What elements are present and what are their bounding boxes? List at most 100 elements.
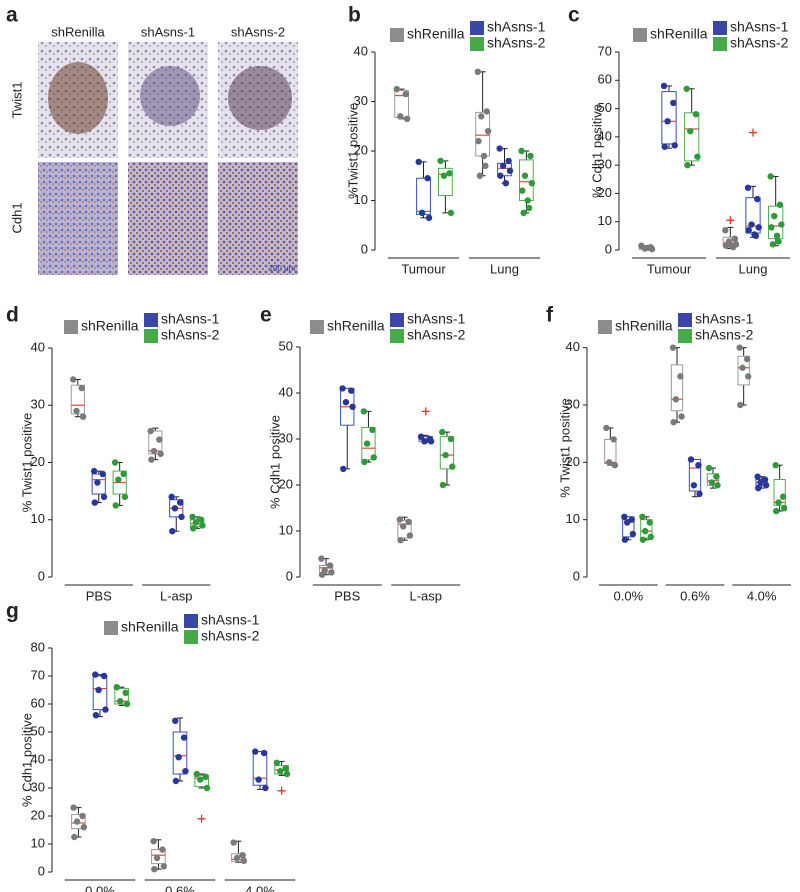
y-axis-title: %Twist1 positive xyxy=(345,103,360,199)
legend-swatch xyxy=(678,313,692,327)
data-point xyxy=(79,812,86,820)
data-point xyxy=(156,436,163,443)
panel-letter: a xyxy=(6,4,18,27)
data-point xyxy=(440,172,448,179)
data-point xyxy=(418,209,426,217)
data-point xyxy=(499,162,507,170)
data-point xyxy=(447,435,455,443)
data-point xyxy=(361,458,368,466)
y-tick-label: 30 xyxy=(31,397,45,412)
data-point xyxy=(482,162,489,170)
data-point xyxy=(99,470,106,478)
data-point xyxy=(524,197,531,204)
y-tick-label: 20 xyxy=(566,454,580,469)
data-point xyxy=(80,824,88,831)
legend-swatch xyxy=(310,320,324,334)
data-point xyxy=(678,413,685,420)
data-point xyxy=(483,108,490,115)
data-point xyxy=(475,137,482,145)
legend-swatch xyxy=(390,313,404,327)
data-point xyxy=(90,467,98,475)
data-point xyxy=(255,776,262,783)
data-point xyxy=(282,765,289,772)
data-point xyxy=(121,493,129,501)
data-point xyxy=(233,854,241,862)
data-point xyxy=(752,232,760,240)
data-point xyxy=(648,245,656,253)
legend-swatch xyxy=(64,320,78,334)
legend-swatch xyxy=(598,320,612,334)
row-label: Cdh1 xyxy=(9,202,24,233)
box xyxy=(252,751,268,786)
data-point xyxy=(520,209,527,217)
data-point xyxy=(478,113,485,120)
data-point xyxy=(775,238,782,245)
data-point xyxy=(775,499,782,506)
data-point xyxy=(687,456,695,463)
data-point xyxy=(171,505,179,512)
data-point xyxy=(151,866,158,873)
data-point xyxy=(525,204,533,212)
y-tick-label: 10 xyxy=(598,213,612,228)
micrograph xyxy=(218,162,298,275)
y-tick-label: 40 xyxy=(31,751,45,766)
legend-label: shRenilla xyxy=(327,318,385,334)
legend-label: shAsns-1 xyxy=(201,612,260,628)
data-point xyxy=(182,768,189,775)
data-point xyxy=(79,413,87,420)
data-point xyxy=(342,399,350,406)
y-tick-label: 40 xyxy=(598,128,612,143)
data-point xyxy=(150,447,158,455)
data-point xyxy=(610,436,617,443)
data-point xyxy=(403,115,411,123)
data-point xyxy=(521,172,529,179)
chart-panel: e % Cdh1 positive 0 10 20 30 40 50 PBS L-asp shRen… xyxy=(260,304,466,604)
x-tick-label: 0.0% xyxy=(614,588,644,603)
data-point xyxy=(677,373,684,380)
data-point xyxy=(180,734,188,741)
y-tick-label: 0 xyxy=(38,568,45,583)
x-tick-label: PBS xyxy=(86,588,112,603)
data-point xyxy=(318,571,326,578)
data-point xyxy=(769,241,777,248)
panel-a: a shRenilla shAsns-1 shAsns-2 Twist1 Cdh… xyxy=(6,4,298,275)
outlier xyxy=(421,407,430,416)
data-point xyxy=(705,464,713,472)
data-point xyxy=(779,493,787,500)
data-point xyxy=(406,532,414,539)
y-axis-title: % Twist1 positive xyxy=(19,413,34,512)
legend-swatch xyxy=(713,37,727,51)
legend-label: shAsns-2 xyxy=(730,35,789,51)
data-point xyxy=(400,523,407,530)
data-point xyxy=(112,502,119,509)
data-point xyxy=(506,167,514,174)
chart-panel: f % Twist1 positive 0 10 20 30 40 0.0% 0.6% 4.0% s… xyxy=(546,304,791,603)
data-point xyxy=(757,479,764,486)
legend-swatch xyxy=(144,329,158,343)
data-point xyxy=(193,770,201,778)
data-point xyxy=(449,463,456,470)
legend-swatch xyxy=(713,21,727,35)
legend-swatch xyxy=(633,28,647,42)
data-point xyxy=(745,373,752,380)
data-point xyxy=(360,408,367,415)
y-tick-label: 0 xyxy=(361,241,368,256)
data-point xyxy=(722,227,729,234)
y-tick-label: 10 xyxy=(566,511,580,526)
box xyxy=(622,516,635,538)
box xyxy=(684,112,700,162)
y-tick-label: 10 xyxy=(279,522,293,537)
data-point xyxy=(199,522,206,529)
data-point xyxy=(95,686,102,694)
data-point xyxy=(694,153,701,160)
data-point xyxy=(393,85,401,93)
y-tick-label: 0 xyxy=(573,568,580,583)
data-point xyxy=(474,68,482,76)
y-tick-label: 50 xyxy=(279,338,293,353)
data-point xyxy=(518,147,525,155)
chart-panel: c % Cdh1 positive 0 10 20 30 40 50 60 70 Tumour Lun… xyxy=(568,4,790,276)
data-point xyxy=(683,85,690,92)
data-point xyxy=(739,364,746,371)
data-point xyxy=(123,700,131,708)
x-tick-label: L-asp xyxy=(160,588,193,603)
